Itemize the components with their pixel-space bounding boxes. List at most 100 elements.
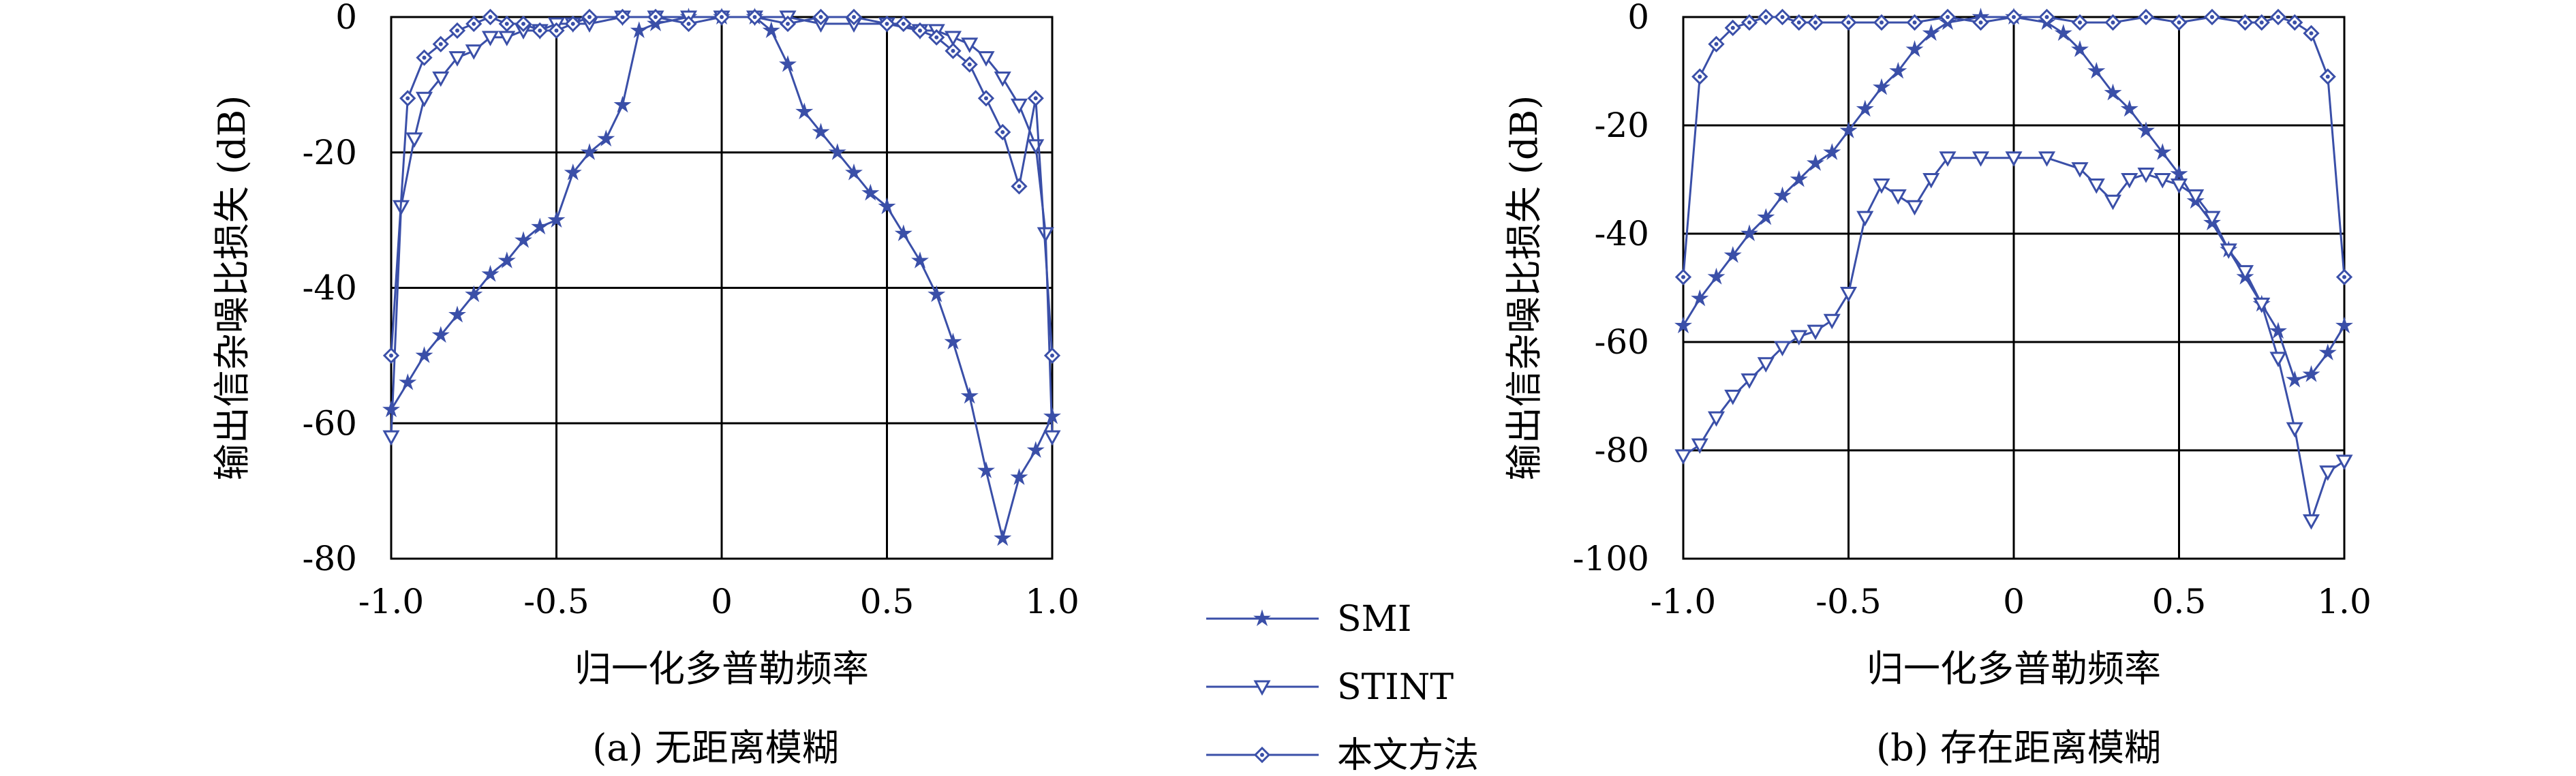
a-point-SMI	[1026, 441, 1045, 459]
chart-b-with-range-ambiguity: -1.0 -0.5 0 0.5 1.0 0 -20 -40 -60 -80 -100 归一化多普勒频率…	[1503, 0, 2372, 690]
b-point-STINT	[2087, 178, 2105, 194]
a-point-SMI	[547, 211, 566, 228]
b-point-STINT	[1691, 438, 1708, 454]
chart-a-caption: (a) 无距离模糊	[592, 726, 839, 769]
a-point-本文方法-dot	[554, 28, 559, 33]
b-point-本文方法-dot	[1780, 15, 1785, 19]
a-point-本文方法-dot	[1050, 353, 1054, 358]
a-xtick-label: 0	[711, 582, 733, 621]
b-point-SMI	[1707, 267, 1726, 285]
a-point-SMI	[382, 400, 400, 418]
a-point-SMI	[795, 102, 814, 120]
a-point-SMI	[497, 251, 516, 268]
b-point-本文方法-dot	[1880, 20, 1884, 25]
a-point-STINT	[382, 430, 400, 446]
a-y-axis-label: 输出信杂噪比损失 (dB)	[211, 95, 254, 481]
b-ytick-label: -40	[1594, 214, 1649, 253]
a-point-本文方法-dot	[538, 28, 542, 33]
b-point-STINT	[2236, 265, 2254, 281]
b-point-SMI	[2286, 370, 2304, 388]
b-point-本文方法-dot	[2078, 20, 2082, 25]
b-point-SMI	[1773, 186, 1792, 204]
b-point-本文方法-dot	[2293, 20, 2297, 25]
a-point-STINT	[994, 71, 1011, 87]
b-point-SMI	[2318, 343, 2337, 360]
b-point-STINT	[1922, 173, 1940, 189]
a-point-SMI	[994, 529, 1012, 546]
b-point-本文方法-dot	[1698, 74, 1702, 79]
legend-label: SMI	[1337, 599, 1411, 640]
a-point-SMI	[845, 163, 863, 181]
a-point-本文方法-dot	[472, 21, 476, 26]
a-point-本文方法-dot	[455, 28, 459, 33]
b-ytick-label: -20	[1594, 106, 1649, 145]
a-point-本文方法-dot	[918, 28, 922, 33]
b-point-本文方法-dot	[2111, 20, 2115, 25]
b-point-SMI	[1723, 246, 1742, 263]
a-point-SMI	[812, 123, 830, 140]
b-point-STINT	[1757, 357, 1775, 373]
b-point-STINT	[2253, 297, 2271, 313]
a-point-SMI	[878, 197, 896, 215]
a-point-SMI	[415, 346, 433, 363]
a-point-本文方法-dot	[488, 15, 493, 19]
a-point-本文方法-dot	[967, 62, 972, 67]
b-point-SMI	[2153, 143, 2172, 160]
b-point-本文方法-dot	[2276, 15, 2280, 19]
a-point-SMI	[564, 163, 582, 181]
a-xtick-label: 0.5	[860, 582, 915, 621]
b-point-本文方法-dot	[2259, 20, 2264, 25]
b-point-本文方法-dot	[1681, 275, 1685, 279]
b-series-本文方法	[1674, 8, 2353, 285]
b-point-SMI	[1922, 24, 1940, 41]
b-point-本文方法-dot	[1846, 20, 1851, 25]
b-point-SMI	[2137, 121, 2155, 139]
legend: SMI STINT 本文方法	[1206, 599, 1479, 776]
b-point-STINT	[1790, 330, 1808, 346]
a-point-SMI	[911, 251, 929, 268]
b-point-STINT	[2335, 454, 2353, 470]
a-point-本文方法-dot	[752, 15, 757, 19]
b-point-SMI	[1905, 40, 1924, 57]
b-xtick-label: 0	[2003, 582, 2025, 621]
b-point-SMI	[2054, 24, 2072, 41]
a-point-STINT	[1037, 227, 1054, 243]
legend-label: STINT	[1337, 667, 1454, 708]
a-point-本文方法-dot	[587, 15, 592, 19]
a-point-SMI	[465, 285, 483, 302]
b-point-SMI	[2335, 316, 2353, 334]
b-point-STINT	[1972, 151, 1990, 167]
b-point-STINT	[1905, 200, 1924, 216]
legend-marker-SMI	[1253, 609, 1271, 627]
a-point-STINT	[1010, 98, 1028, 114]
b-point-SMI	[1856, 99, 1874, 117]
a-point-本文方法-dot	[620, 15, 625, 19]
a-point-本文方法-dot	[1017, 184, 1022, 189]
b-xtick-label: 1.0	[2317, 582, 2372, 621]
chart-b-caption: (b) 存在距离模糊	[1876, 726, 2161, 769]
b-point-本文方法-dot	[2012, 15, 2016, 19]
a-point-本文方法-dot	[686, 21, 691, 26]
a-ytick-label: -40	[302, 268, 357, 308]
b-point-SMI	[1691, 289, 1709, 307]
a-point-SMI	[1010, 468, 1028, 485]
a-ytick-label: 0	[335, 0, 357, 37]
a-point-STINT	[405, 132, 423, 148]
b-point-SMI	[1839, 121, 1858, 139]
b-ytick-label: 0	[1627, 0, 1649, 37]
a-point-SMI	[861, 183, 880, 201]
a-point-本文方法-dot	[405, 96, 410, 101]
b-point-本文方法-dot	[2177, 20, 2181, 25]
a-ytick-label: -60	[302, 403, 357, 443]
b-x-axis-label: 归一化多普勒频率	[1867, 647, 2161, 690]
b-point-SMI	[2302, 365, 2320, 382]
b-point-SMI	[1873, 78, 1890, 95]
b-point-本文方法-dot	[2243, 20, 2248, 25]
b-point-SMI	[1823, 143, 1841, 160]
b-point-STINT	[2121, 173, 2138, 189]
b-point-SMI	[2269, 322, 2287, 339]
a-series-本文方法	[382, 8, 1061, 364]
b-point-本文方法-dot	[2044, 15, 2049, 19]
b-point-STINT	[1889, 189, 1907, 205]
